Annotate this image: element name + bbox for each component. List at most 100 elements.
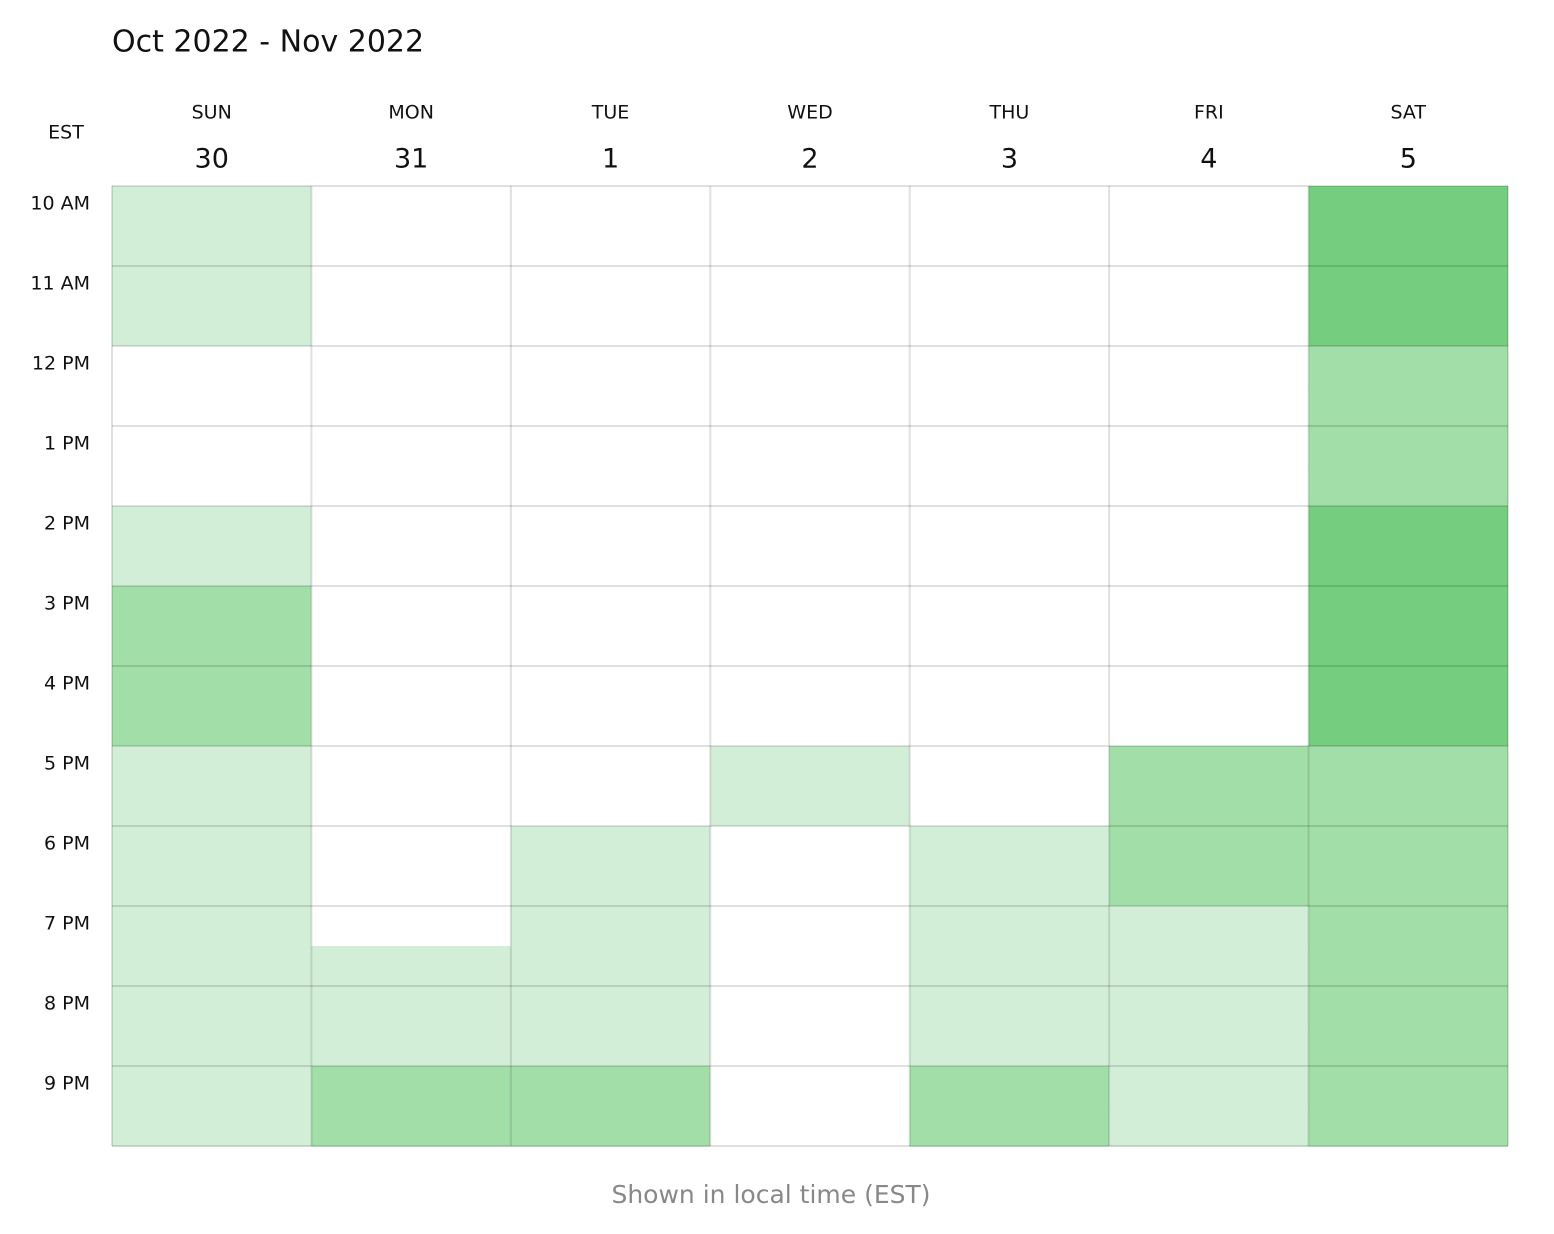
availability-cell <box>1109 786 1309 827</box>
availability-cell <box>1308 666 1508 707</box>
time-label: 3 PM <box>44 593 90 615</box>
availability-cell <box>112 1066 312 1107</box>
availability-cell <box>1109 826 1309 867</box>
availability-cell <box>1308 1026 1508 1067</box>
title: Oct 2022 - Nov 2022 <box>112 25 424 60</box>
availability-cell <box>710 546 910 587</box>
availability-cell <box>710 346 910 387</box>
availability-cell <box>710 746 910 787</box>
availability-cell <box>112 786 312 827</box>
availability-cell <box>1109 226 1309 267</box>
availability-cell <box>1308 866 1508 907</box>
time-label: 4 PM <box>44 673 90 695</box>
availability-cell <box>1109 746 1309 787</box>
availability-cell <box>311 586 511 627</box>
availability-cell <box>510 986 711 1027</box>
availability-cell <box>510 386 711 427</box>
availability-cell <box>510 466 711 507</box>
availability-cell <box>909 306 1110 347</box>
availability-cell <box>1109 306 1309 347</box>
availability-cell <box>112 906 312 947</box>
availability-cell <box>112 546 312 587</box>
availability-cell <box>909 586 1110 627</box>
availability-cell <box>1109 866 1309 907</box>
availability-cell <box>112 266 312 307</box>
availability-cell <box>909 426 1110 467</box>
availability-cell <box>1308 546 1508 587</box>
availability-cell <box>510 586 711 627</box>
time-label: 2 PM <box>44 513 90 535</box>
availability-cell <box>1308 346 1508 387</box>
weekday-label: FRI <box>1194 102 1224 124</box>
availability-cell <box>1308 586 1508 627</box>
availability-cell <box>1308 266 1508 307</box>
availability-cell <box>710 466 910 507</box>
date-label: 5 <box>1400 144 1417 175</box>
availability-cell <box>112 346 312 387</box>
availability-cell <box>311 1026 511 1067</box>
availability-cell <box>510 706 711 747</box>
availability-cell <box>1109 986 1309 1027</box>
availability-cell <box>909 186 1110 227</box>
time-label: 12 PM <box>32 353 90 375</box>
time-label: 10 AM <box>30 193 90 215</box>
availability-cell <box>112 506 312 547</box>
availability-cell <box>1308 826 1508 867</box>
availability-cell <box>510 746 711 787</box>
availability-cell <box>909 1026 1110 1067</box>
availability-cell <box>909 946 1110 987</box>
availability-cell <box>710 986 910 1027</box>
availability-cell <box>510 906 711 947</box>
weekday-label: MON <box>388 102 434 124</box>
availability-cell <box>1308 626 1508 667</box>
availability-cell <box>710 1026 910 1067</box>
availability-cell <box>1308 946 1508 987</box>
availability-cell <box>311 466 511 507</box>
availability-cell <box>311 906 511 947</box>
availability-cell <box>909 626 1110 667</box>
availability-cell <box>909 666 1110 707</box>
availability-cell <box>1109 1066 1309 1107</box>
time-label: 11 AM <box>30 273 90 295</box>
availability-cell <box>112 866 312 907</box>
availability-cell <box>1308 706 1508 747</box>
availability-cell <box>1308 466 1508 507</box>
date-label: 31 <box>394 144 428 175</box>
availability-cell <box>311 506 511 547</box>
availability-cell <box>112 186 312 227</box>
availability-cell <box>112 826 312 867</box>
availability-cell <box>1109 266 1309 307</box>
availability-cell <box>510 626 711 667</box>
availability-cell <box>1308 506 1508 547</box>
date-label: 4 <box>1200 144 1217 175</box>
availability-cell <box>710 946 910 987</box>
availability-cell <box>510 266 711 307</box>
availability-cell <box>311 226 511 267</box>
availability-cell <box>909 786 1110 827</box>
availability-cell <box>710 426 910 467</box>
availability-cell <box>311 306 511 347</box>
availability-cell <box>112 986 312 1027</box>
availability-cell <box>710 666 910 707</box>
availability-cell <box>710 906 910 947</box>
availability-cell <box>909 826 1110 867</box>
availability-cell <box>311 746 511 787</box>
time-label: 8 PM <box>44 993 90 1015</box>
weekday-label: SUN <box>192 102 232 124</box>
availability-cell <box>510 186 711 227</box>
availability-cell <box>510 866 711 907</box>
availability-cell <box>1308 186 1508 227</box>
availability-cell <box>112 626 312 667</box>
availability-cell <box>909 986 1110 1027</box>
availability-cell <box>510 1106 711 1147</box>
time-label: 1 PM <box>44 433 90 455</box>
availability-cell <box>1308 1106 1508 1147</box>
availability-cell <box>311 186 511 227</box>
availability-cell <box>1109 506 1309 547</box>
availability-cell <box>311 266 511 307</box>
availability-cell <box>311 386 511 427</box>
time-label: 9 PM <box>44 1073 90 1095</box>
availability-cell <box>909 506 1110 547</box>
availability-cell <box>1308 306 1508 347</box>
availability-cell <box>710 506 910 547</box>
